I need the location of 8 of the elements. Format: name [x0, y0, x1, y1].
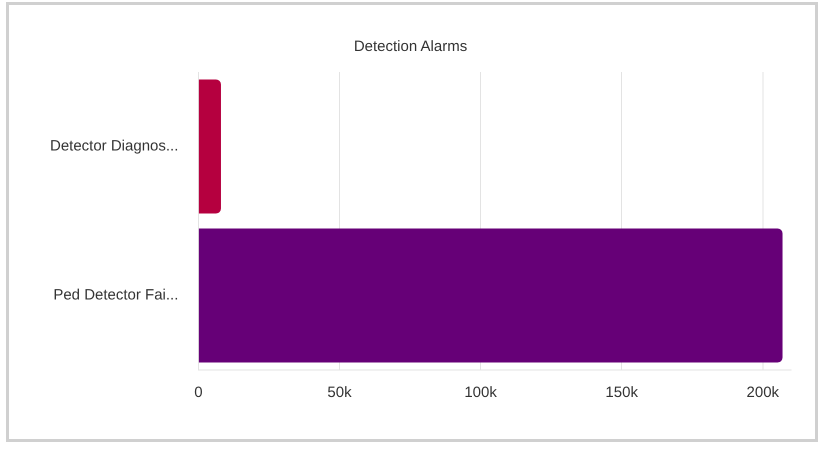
chart-title: Detection Alarms: [354, 38, 468, 56]
x-tick-label: 100k: [464, 384, 498, 402]
x-tick-label: 50k: [327, 384, 352, 402]
y-tick-label: Detector Diagnos...: [50, 138, 178, 155]
x-tick-label: 200k: [746, 384, 780, 402]
x-tick-label: 0: [194, 384, 203, 402]
y-tick-label: Ped Detector Fai...: [53, 286, 178, 304]
x-tick-label: 150k: [605, 384, 638, 402]
